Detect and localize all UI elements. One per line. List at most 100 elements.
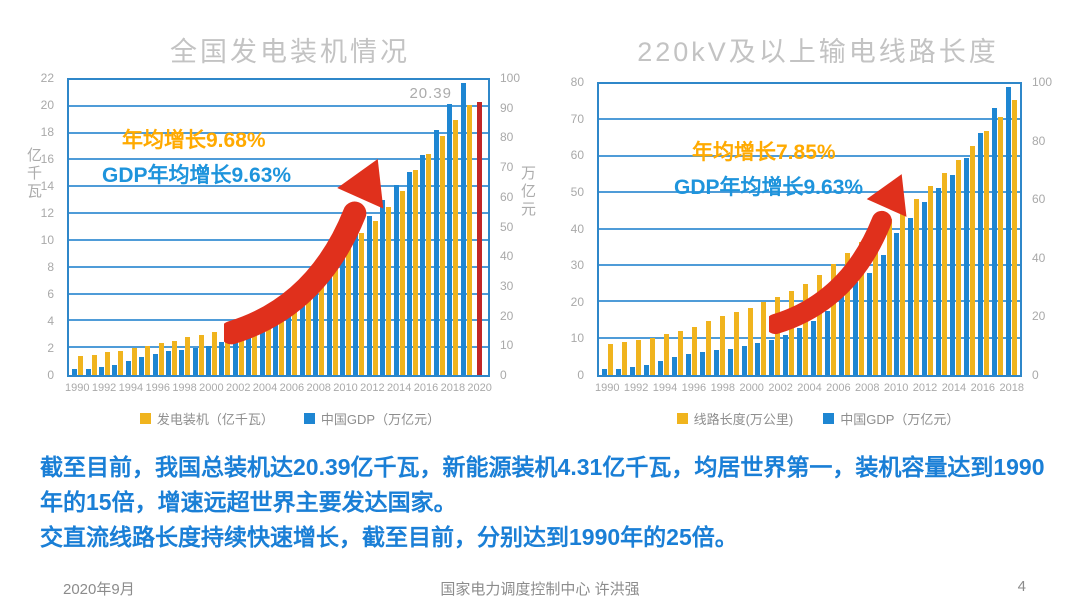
bar-group — [192, 80, 205, 375]
legend-item: 线路长度(万公里) — [676, 409, 793, 428]
bar-group — [352, 80, 365, 375]
bar — [366, 216, 372, 375]
bar-group — [379, 80, 392, 375]
series-growth-annotation: 年均增长7.85% — [692, 141, 836, 164]
y-axis-left: 0 2 4 6 8 10 12 14 16 18 20 22 — [40, 71, 54, 382]
bar — [326, 272, 332, 375]
bar-group — [406, 80, 419, 375]
bar-group — [84, 80, 97, 375]
bar — [104, 352, 110, 375]
bar — [286, 310, 292, 375]
bar — [922, 202, 928, 375]
bar-group — [419, 80, 432, 375]
legend-item: 发电装机（亿千瓦） — [139, 409, 274, 428]
bar — [636, 340, 642, 375]
bar-group — [258, 80, 271, 375]
bar — [171, 341, 177, 375]
bar — [983, 131, 989, 375]
bar — [602, 369, 608, 375]
bar — [112, 364, 118, 375]
bar — [727, 348, 733, 375]
bar-group — [810, 84, 824, 375]
bar-group — [837, 84, 851, 375]
bar — [279, 305, 285, 375]
left-axis-unit: 亿千瓦 — [25, 147, 42, 201]
bar — [824, 311, 830, 375]
bar — [914, 198, 920, 375]
bar — [658, 361, 664, 375]
bar-group — [1004, 84, 1018, 375]
bar — [420, 154, 426, 375]
bar — [719, 316, 725, 375]
bar-group — [740, 84, 754, 375]
bar — [699, 351, 705, 375]
bar-group — [272, 80, 285, 375]
bar — [386, 207, 392, 375]
bar — [866, 273, 872, 375]
footer-date: 2020年9月 — [63, 581, 135, 598]
bar — [225, 329, 231, 375]
bar — [380, 200, 386, 375]
gdp-growth-annotation: GDP年均增长9.63% — [102, 164, 292, 187]
bar-group — [921, 84, 935, 375]
bar — [232, 339, 238, 375]
bar — [72, 369, 78, 375]
bar-group — [473, 80, 486, 375]
legend-item: 中国GDP（万亿元） — [303, 409, 440, 428]
bar — [650, 337, 656, 375]
bar — [1005, 86, 1011, 375]
bar — [340, 253, 345, 375]
bar-group — [907, 84, 921, 375]
bar — [466, 105, 472, 375]
bar — [705, 321, 711, 375]
bar-group — [71, 80, 84, 375]
bar-group — [976, 84, 990, 375]
bar-group — [111, 80, 124, 375]
bar-group — [366, 80, 379, 375]
bar — [439, 136, 445, 375]
bar — [956, 160, 962, 375]
bar — [212, 332, 218, 375]
bar-group — [754, 84, 768, 375]
bar — [872, 229, 878, 375]
bar — [858, 242, 864, 375]
bar — [691, 326, 697, 375]
bar — [165, 351, 171, 375]
plot-area: 年均增长7.85% GDP年均增长9.63% — [597, 82, 1022, 377]
bar — [685, 354, 691, 375]
bar — [332, 258, 338, 375]
bar — [755, 342, 761, 375]
bar-group — [949, 84, 963, 375]
bar — [131, 348, 137, 375]
bar — [797, 327, 803, 375]
series-growth-annotation: 年均增长9.68% — [122, 129, 266, 152]
bar-group — [768, 84, 782, 375]
bar — [964, 157, 970, 375]
bar — [908, 218, 914, 375]
bar — [970, 145, 976, 375]
y-axis-right: 0 10 20 30 40 50 60 70 80 90 100 — [500, 71, 521, 382]
bar-group — [657, 84, 671, 375]
bar — [476, 101, 482, 375]
bar-group — [232, 80, 245, 375]
bar — [219, 342, 225, 375]
capacity-value-label: 20.39 — [409, 85, 452, 102]
bar — [426, 153, 432, 375]
bar — [158, 342, 164, 375]
bar-group — [865, 84, 879, 375]
bar-group — [446, 80, 459, 375]
bar — [192, 348, 198, 375]
bar — [844, 253, 850, 375]
bar-group — [615, 84, 629, 375]
bar — [769, 339, 775, 375]
bar — [900, 207, 906, 375]
bar — [346, 244, 351, 375]
bar — [783, 335, 789, 375]
legend-swatch-icon — [676, 413, 688, 424]
bar — [741, 345, 747, 375]
capacity-chart: 全国发电装机情况 0 2 4 6 8 10 12 14 16 18 20 22 0 10 20 30 40 50… — [20, 22, 560, 452]
bar — [928, 185, 934, 375]
bar — [265, 316, 271, 375]
bar — [977, 132, 983, 375]
